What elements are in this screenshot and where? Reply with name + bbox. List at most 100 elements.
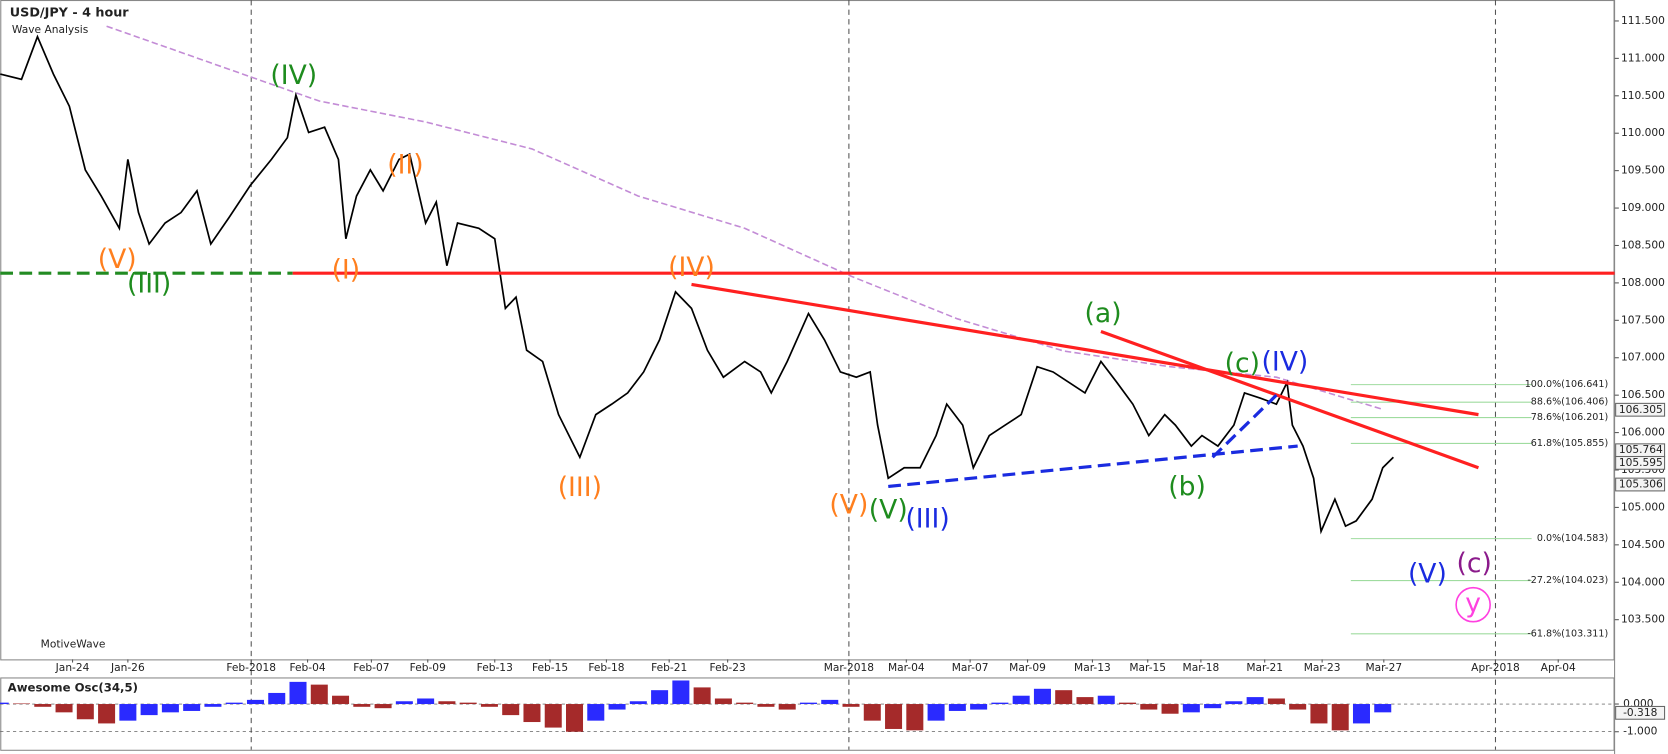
wave-label: (V) [869, 495, 908, 526]
price-line [0, 34, 1394, 535]
trendline [691, 282, 1479, 417]
osc-bar [1097, 695, 1115, 705]
price-marker [1615, 705, 1666, 720]
y-tick-label: 104.000 [1621, 575, 1665, 588]
osc-bar [651, 690, 669, 705]
osc-bar [544, 704, 562, 728]
fib-label: -27.2%(104.023) [1527, 575, 1608, 586]
chart-title: USD/JPY - 4 hour [10, 5, 129, 20]
price-marker-label: 106.305 [1619, 403, 1663, 416]
wave-label: (a) [1085, 298, 1122, 329]
fib-label: 88.6%(106.406) [1531, 397, 1608, 408]
osc-bar [629, 701, 647, 705]
wave-label: y [1465, 588, 1481, 619]
osc-bar [608, 704, 626, 710]
wave-label: (c) [1457, 548, 1492, 579]
x-tick-label: Mar-15 [1129, 661, 1166, 674]
y-tick-label: 107.500 [1621, 313, 1665, 326]
osc-bar [374, 704, 392, 709]
x-tick-label: Feb-2018 [226, 661, 276, 674]
osc-bar [502, 704, 520, 716]
osc-bar [1289, 704, 1307, 710]
y-tick-label: 111.000 [1621, 51, 1665, 64]
trendline [888, 444, 1298, 489]
osc-bar [480, 704, 498, 707]
price-marker-label: 105.764 [1619, 443, 1663, 456]
x-tick-label: Apr-2018 [1471, 661, 1520, 674]
plot-layer: 103.500104.000104.500105.000105.500106.0… [0, 14, 1665, 738]
annotation-circle [1455, 586, 1491, 623]
wave-label: (V) [829, 489, 868, 520]
osc-bar [1055, 690, 1073, 705]
trendline [1100, 330, 1480, 470]
osc-bar [1310, 704, 1328, 724]
osc-bar [970, 704, 988, 710]
osc-bar [140, 704, 158, 716]
osc-bar [693, 687, 711, 705]
y-tick-label: 106.500 [1621, 388, 1665, 401]
osc-bar [310, 684, 328, 705]
osc-bar [1161, 704, 1179, 714]
y-tick-label: -1.000 [1623, 725, 1657, 738]
y-tick-label: 104.500 [1621, 538, 1665, 551]
osc-bar [246, 699, 264, 705]
osc-bar [119, 704, 137, 721]
price-marker [1615, 477, 1666, 492]
x-tick-label: Mar-27 [1365, 661, 1402, 674]
osc-bar [1033, 688, 1051, 705]
osc-bar [799, 702, 817, 705]
wave-label: (V) [1408, 558, 1447, 589]
price-marker-label: -0.318 [1623, 706, 1657, 719]
wave-label: (III) [127, 269, 171, 300]
wave-label: (III) [905, 504, 949, 535]
fib-label: 61.8%(105.855) [1531, 438, 1608, 449]
x-tick-label: Mar-2018 [824, 661, 874, 674]
chart-subtitle: Wave Analysis [12, 23, 89, 36]
y-tick-label: 106.000 [1621, 426, 1665, 439]
osc-bar [55, 704, 73, 713]
y-tick-label: 110.500 [1621, 89, 1665, 102]
x-tick-label: Feb-07 [353, 661, 389, 674]
x-tick-label: Feb-23 [710, 661, 746, 674]
osc-bar [587, 704, 605, 721]
osc-bar [1374, 704, 1392, 713]
osc-bar [353, 704, 371, 707]
osc-bar [991, 702, 1009, 705]
price-marker [1615, 455, 1666, 470]
osc-bar [927, 704, 945, 721]
osc-bar [1352, 704, 1370, 724]
moving-average [106, 25, 1383, 411]
fib-label: 0.0%(104.583) [1537, 533, 1608, 544]
osc-bar [1076, 697, 1094, 705]
x-tick-label: Mar-04 [888, 661, 925, 674]
fib-label: 100.0%(106.641) [1525, 379, 1608, 390]
y-tick-label: 109.000 [1621, 201, 1665, 214]
osc-bar [523, 704, 541, 723]
osc-bar [714, 698, 732, 705]
fib-label: -61.8%(103.311) [1527, 628, 1608, 639]
osc-bar [1204, 704, 1222, 709]
x-tick-label: Mar-13 [1074, 661, 1111, 674]
y-tick-label: 111.500 [1621, 14, 1665, 27]
osc-bar [948, 704, 966, 711]
y-tick-label: 103.500 [1621, 613, 1665, 626]
osc-bar [289, 681, 307, 705]
fib-label: 78.6%(106.201) [1531, 412, 1608, 423]
wave-label: (III) [558, 472, 602, 503]
osc-bar [1267, 698, 1285, 705]
osc-bar [161, 704, 179, 713]
wave-label: (II) [387, 150, 423, 181]
osc-bar [34, 704, 52, 707]
x-tick-label: Feb-13 [477, 661, 513, 674]
osc-bar [842, 704, 860, 707]
osc-bar [885, 704, 903, 729]
wave-label: (IV) [270, 60, 317, 91]
osc-bar [332, 695, 350, 705]
osc-bar [204, 704, 222, 707]
osc-bar [417, 698, 435, 705]
x-tick-label: Mar-23 [1304, 661, 1341, 674]
y-tick-label: 108.000 [1621, 276, 1665, 289]
osc-bar [1012, 695, 1030, 705]
